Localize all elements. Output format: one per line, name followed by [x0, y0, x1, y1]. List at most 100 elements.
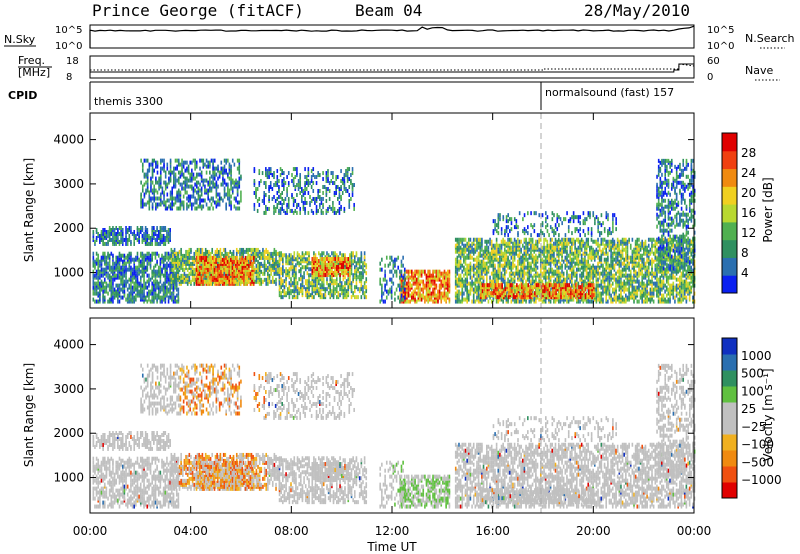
- power-cell: [131, 277, 134, 282]
- nave-tick-bottom: 0: [707, 72, 713, 83]
- power-cell: [502, 299, 504, 304]
- power-cell: [288, 253, 291, 258]
- power-cell: [136, 255, 139, 260]
- power-cell: [390, 277, 393, 282]
- power-cell: [531, 297, 534, 302]
- power-cell: [494, 279, 496, 284]
- power-cell: [312, 210, 315, 215]
- power-cell: [456, 295, 459, 300]
- power-cell: [118, 275, 121, 280]
- power-cell: [325, 175, 328, 180]
- power-cell: [454, 243, 457, 248]
- power-cell: [477, 279, 480, 284]
- freq-panel: [89, 55, 695, 79]
- power-cell: [512, 277, 514, 282]
- power-cell: [338, 187, 341, 191]
- power-cell: [174, 271, 176, 276]
- power-cell: [252, 277, 255, 282]
- power-cell: [283, 208, 285, 213]
- power-cell: [458, 237, 460, 242]
- power-cell: [92, 279, 95, 284]
- power-cell: [95, 281, 98, 286]
- power-cell: [332, 279, 335, 284]
- power-cell: [166, 198, 169, 203]
- power-cell: [461, 269, 464, 274]
- power-cell: [510, 255, 513, 260]
- power-cell: [469, 261, 472, 266]
- power-cell: [340, 179, 342, 184]
- power-cell: [407, 279, 410, 284]
- power-cell: [159, 241, 162, 246]
- power-cell: [197, 186, 200, 191]
- power-cell: [173, 263, 176, 268]
- power-cell: [344, 275, 346, 280]
- power-cell: [225, 255, 227, 260]
- power-cell: [425, 273, 428, 278]
- power-cell: [336, 295, 338, 300]
- power-cell: [120, 287, 122, 292]
- power-cell: [283, 279, 286, 284]
- power-cell: [406, 299, 408, 304]
- power-cell: [238, 176, 241, 181]
- power-cell: [141, 233, 144, 238]
- power-cell: [263, 253, 266, 258]
- power-cell: [472, 263, 475, 268]
- power-cell: [428, 297, 431, 302]
- power-cell: [469, 267, 472, 272]
- power-cell: [171, 295, 173, 300]
- power-cell: [161, 295, 163, 300]
- power-cell: [240, 194, 242, 199]
- power-cell: [328, 181, 331, 186]
- power-cell: [322, 196, 324, 201]
- power-cell: [128, 233, 131, 238]
- power-cell: [260, 255, 263, 260]
- power-cell: [164, 174, 167, 179]
- power-cell: [113, 287, 116, 292]
- power-cell: [513, 255, 516, 260]
- power-cell: [235, 178, 237, 183]
- power-cell: [223, 275, 226, 280]
- power-cell: [223, 178, 226, 183]
- power-cell: [187, 164, 190, 169]
- power-cell: [394, 297, 396, 302]
- power-cell: [293, 273, 296, 278]
- power-cell: [167, 287, 170, 292]
- power-cell: [207, 160, 210, 165]
- power-cell: [146, 273, 149, 278]
- power-cell: [306, 251, 309, 256]
- power-cell: [148, 194, 151, 199]
- power-cell: [153, 158, 156, 163]
- power-cell: [400, 259, 403, 264]
- power-cell: [298, 269, 300, 274]
- power-cell: [181, 267, 184, 272]
- power-cell: [194, 206, 196, 211]
- power-cell: [497, 273, 500, 278]
- power-cell: [172, 295, 175, 300]
- power-cell: [481, 263, 483, 268]
- power-cell: [403, 287, 406, 292]
- power-cell: [517, 237, 519, 242]
- power-cell: [345, 289, 348, 294]
- power-cell: [381, 267, 383, 272]
- power-cell: [123, 253, 126, 258]
- power-cell: [159, 158, 162, 163]
- power-cell: [340, 257, 343, 262]
- power-cell: [192, 176, 195, 181]
- power-cell: [208, 275, 211, 280]
- power-cell: [138, 257, 140, 262]
- power-cell: [175, 251, 178, 256]
- power-cell: [257, 273, 259, 278]
- power-cell: [318, 287, 320, 292]
- power-cell: [141, 237, 144, 242]
- power-cell: [219, 247, 222, 252]
- cpid-label: CPID: [8, 89, 37, 102]
- power-cell: [125, 241, 127, 246]
- power-cell: [222, 271, 225, 276]
- power-cell: [454, 265, 457, 270]
- power-cell: [319, 188, 321, 193]
- power-cell: [268, 175, 270, 180]
- power-cell: [227, 182, 229, 187]
- power-cell: [469, 271, 472, 276]
- power-cell: [99, 289, 101, 294]
- power-cell: [528, 299, 531, 304]
